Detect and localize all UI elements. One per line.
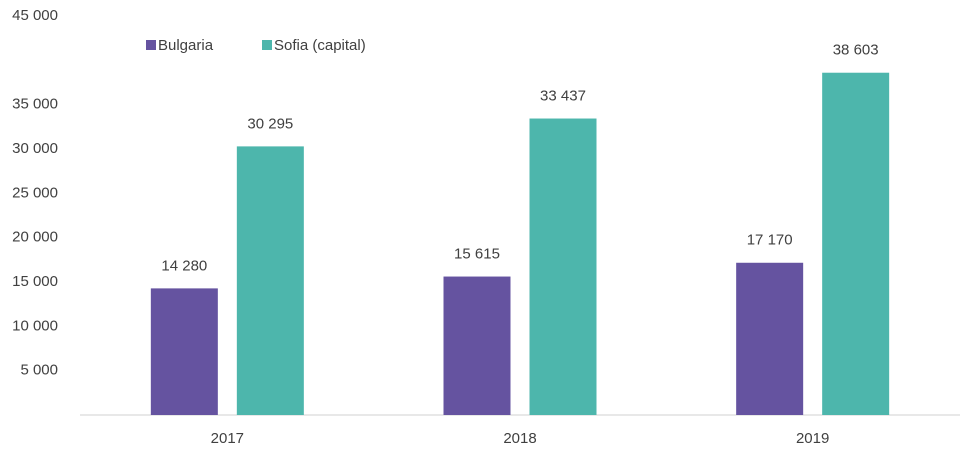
value-label: 17 170	[747, 232, 793, 249]
y-tick-label: 5 000	[20, 362, 58, 379]
bar	[443, 276, 511, 415]
bar	[822, 72, 890, 416]
x-tick-label: 2019	[796, 430, 829, 447]
bar	[150, 288, 218, 415]
y-tick-label: 35 000	[12, 96, 58, 113]
value-label: 14 280	[161, 257, 207, 274]
legend-label: Sofia (capital)	[274, 37, 366, 54]
bar	[736, 262, 804, 415]
bar	[529, 118, 597, 415]
bar	[236, 146, 304, 415]
value-label: 33 437	[540, 87, 586, 104]
y-tick-label: 25 000	[12, 184, 58, 201]
value-label: 38 603	[833, 42, 879, 59]
y-tick-label: 45 000	[12, 7, 58, 24]
legend-swatch	[146, 40, 156, 50]
x-tick-label: 2017	[211, 430, 244, 447]
value-label: 30 295	[247, 115, 293, 132]
y-tick-label: 20 000	[12, 229, 58, 246]
legend-label: Bulgaria	[158, 37, 214, 54]
legend-swatch	[262, 40, 272, 50]
x-tick-label: 2018	[503, 430, 536, 447]
y-tick-label: 15 000	[12, 273, 58, 290]
y-tick-label: 30 000	[12, 140, 58, 157]
y-tick-label: 10 000	[12, 317, 58, 334]
value-label: 15 615	[454, 246, 500, 263]
